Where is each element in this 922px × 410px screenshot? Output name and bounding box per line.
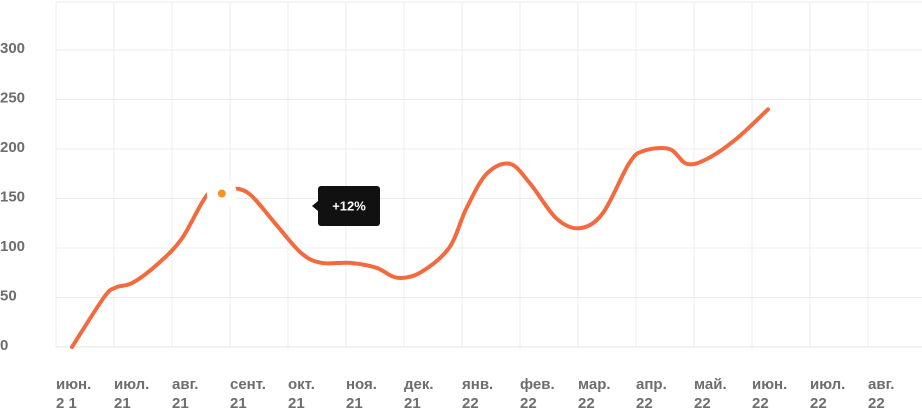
y-tick-label: 50: [0, 287, 17, 304]
y-tick-label: 300: [0, 40, 25, 57]
x-tick-label: мар. 22: [578, 376, 611, 410]
x-tick-label: июн. 2 1: [56, 376, 91, 410]
x-tick-label: апр. 22: [636, 376, 667, 410]
x-tick-label: окт. 21: [288, 376, 315, 410]
x-tick-label: ноя. 21: [346, 376, 377, 410]
tooltip-label: +12%: [332, 198, 366, 213]
x-tick-label: июл. 21: [114, 376, 149, 410]
tooltip-box: [318, 186, 380, 226]
x-tick-label: авг. 21: [172, 376, 198, 410]
y-axis: 0 50 100 150 200 250 300: [0, 40, 25, 354]
x-tick-label: фев. 22: [520, 376, 555, 410]
x-tick-label: май. 22: [694, 376, 727, 410]
tooltip-pointer: [312, 201, 318, 211]
highlight-marker: +12%: [206, 178, 380, 226]
x-tick-label: сент. 21: [230, 376, 266, 410]
highlight-point[interactable]: [217, 189, 226, 198]
x-tick-label: июн. 22: [752, 376, 787, 410]
series-line: [70, 107, 770, 349]
chart-series: [70, 107, 770, 349]
chart-grid: [55, 1, 922, 348]
y-tick-label: 200: [0, 139, 25, 156]
x-tick-label: дек. 21: [404, 376, 434, 410]
y-tick-label: 150: [0, 188, 25, 205]
x-tick-label: июл. 22: [810, 376, 845, 410]
y-tick-label: 100: [0, 238, 25, 255]
x-axis: июн. 2 1 июл. 21 авг. 21 сент. 21 окт. 21 ноя. 21 де…: [56, 376, 894, 410]
x-tick-label: авг. 22: [868, 376, 894, 410]
x-tick-label: янв. 22: [462, 376, 493, 410]
y-tick-label: 250: [0, 89, 25, 106]
y-tick-label: 0: [0, 337, 8, 354]
